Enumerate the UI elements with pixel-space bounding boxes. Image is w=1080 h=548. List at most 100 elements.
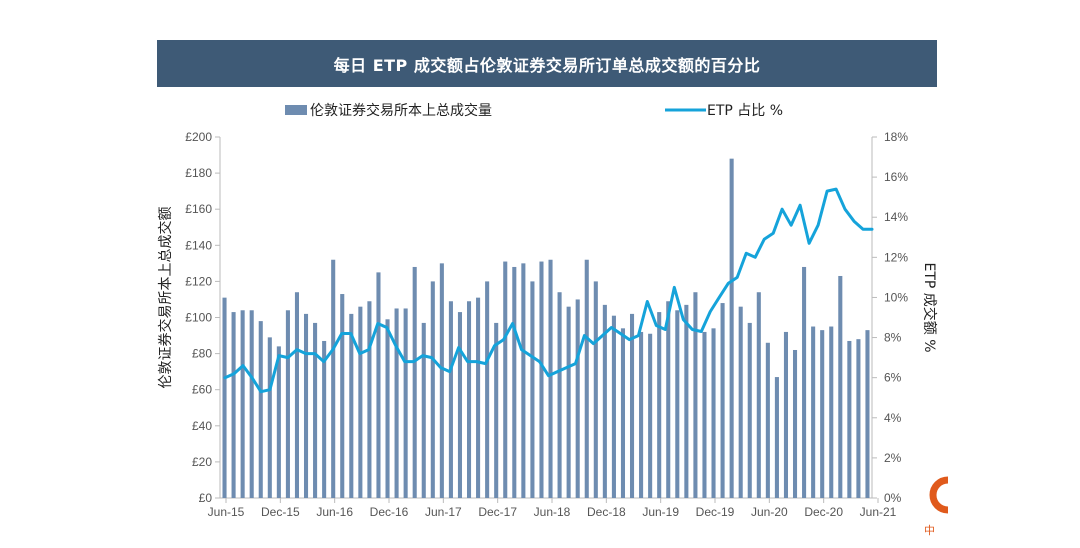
bar — [802, 266, 807, 498]
left-tick-label: £200 — [185, 130, 212, 144]
bar — [303, 313, 309, 498]
bar — [838, 275, 843, 498]
right-tick-label: 14% — [884, 210, 908, 224]
bar — [331, 259, 336, 498]
bar — [648, 333, 653, 498]
bar — [729, 158, 734, 498]
bar — [548, 259, 553, 498]
left-tick-label: £60 — [192, 383, 212, 397]
x-tick-label: Dec-17 — [478, 505, 517, 519]
bar — [349, 313, 354, 498]
bar — [720, 303, 725, 498]
bar — [629, 313, 635, 498]
left-tick-label: £40 — [192, 419, 212, 433]
watermark-logo — [929, 476, 949, 514]
x-tick-label: Dec-15 — [261, 505, 300, 519]
bar — [639, 331, 644, 498]
bar — [485, 281, 490, 498]
x-tick-label: Dec-19 — [696, 505, 735, 519]
left-tick-label: £120 — [185, 274, 212, 288]
x-tick-label: Dec-16 — [370, 505, 409, 519]
left-axis-title: 伦敦证券交易所本上总成交额 — [157, 207, 174, 389]
legend-label-bar: 伦敦证券交易所本上总成交量 — [310, 102, 492, 119]
bar — [792, 349, 798, 498]
bar — [811, 326, 816, 498]
watermark-mark: 中 — [924, 524, 935, 537]
bar — [684, 304, 689, 498]
x-tick-label: Dec-20 — [804, 505, 843, 519]
bar — [829, 326, 834, 498]
bar — [439, 263, 444, 498]
bar — [503, 261, 508, 498]
line-path — [223, 187, 874, 394]
x-tick-label: Jun-17 — [425, 505, 462, 519]
left-tick-label: £20 — [192, 455, 212, 469]
bar — [267, 337, 272, 498]
line-series — [223, 187, 874, 394]
bar — [602, 304, 607, 498]
left-tick-label: £140 — [185, 238, 212, 252]
right-tick-label: 6% — [884, 371, 902, 385]
x-tick-label: Jun-19 — [642, 505, 679, 519]
bar — [385, 319, 390, 498]
logo-arc-icon — [929, 476, 949, 514]
bar — [512, 266, 517, 498]
bar — [358, 306, 363, 498]
bar — [620, 328, 626, 498]
bar — [430, 281, 435, 498]
bar — [249, 310, 254, 498]
bar — [231, 312, 236, 498]
left-tick-label: £160 — [185, 202, 212, 216]
bar — [774, 377, 779, 498]
bar — [457, 312, 463, 498]
right-tick-label: 10% — [884, 290, 908, 304]
chart-title: 每日 ETP 成交额占伦敦证券交易所订单总成交额的百分比 — [333, 55, 761, 75]
bar — [856, 339, 861, 498]
bar — [394, 308, 399, 498]
right-axis-title: ETP 成交额 % — [921, 262, 938, 352]
bar — [820, 330, 825, 498]
right-tick-label: 18% — [884, 130, 908, 144]
bar — [783, 331, 789, 498]
right-tick-label: 12% — [884, 250, 908, 264]
left-tick-label: £180 — [185, 166, 212, 180]
x-tick-label: Jun-15 — [208, 505, 245, 519]
bar — [313, 322, 318, 498]
bar — [530, 281, 535, 498]
bar — [494, 322, 499, 498]
bar — [258, 321, 263, 498]
x-tick-label: Jun-16 — [316, 505, 353, 519]
x-tick-label: Jun-18 — [534, 505, 571, 519]
bar — [747, 322, 752, 498]
chart-title-banner: 每日 ETP 成交额占伦敦证券交易所订单总成交额的百分比 — [157, 40, 937, 87]
bar — [376, 272, 381, 498]
bar — [421, 322, 426, 498]
bar — [611, 315, 616, 498]
bar-series — [222, 158, 870, 498]
bar — [403, 308, 408, 498]
legend: 伦敦证券交易所本上总成交量 ETP 占比 % — [285, 102, 783, 119]
bar — [702, 331, 707, 498]
bar — [847, 340, 852, 498]
bar — [711, 328, 716, 498]
left-tick-label: £80 — [192, 347, 212, 361]
bar — [675, 310, 680, 498]
bar — [756, 292, 761, 498]
x-tick-label: Jun-21 — [860, 505, 897, 519]
legend-swatch-bar — [285, 105, 307, 115]
bar — [276, 346, 281, 498]
right-tick-label: 2% — [884, 451, 902, 465]
bar — [557, 292, 562, 498]
bar — [865, 330, 870, 498]
bar — [521, 263, 526, 498]
bar — [584, 259, 589, 498]
bar — [466, 301, 472, 498]
bar — [412, 266, 417, 498]
right-tick-label: 0% — [884, 491, 902, 505]
bar — [566, 306, 571, 498]
bar — [476, 297, 481, 498]
bar — [738, 306, 743, 498]
axes: £0 £20 £40 £60 £80 £100 £120 £140 £160 £180 £200 0%… — [157, 130, 938, 519]
bar — [575, 299, 580, 498]
